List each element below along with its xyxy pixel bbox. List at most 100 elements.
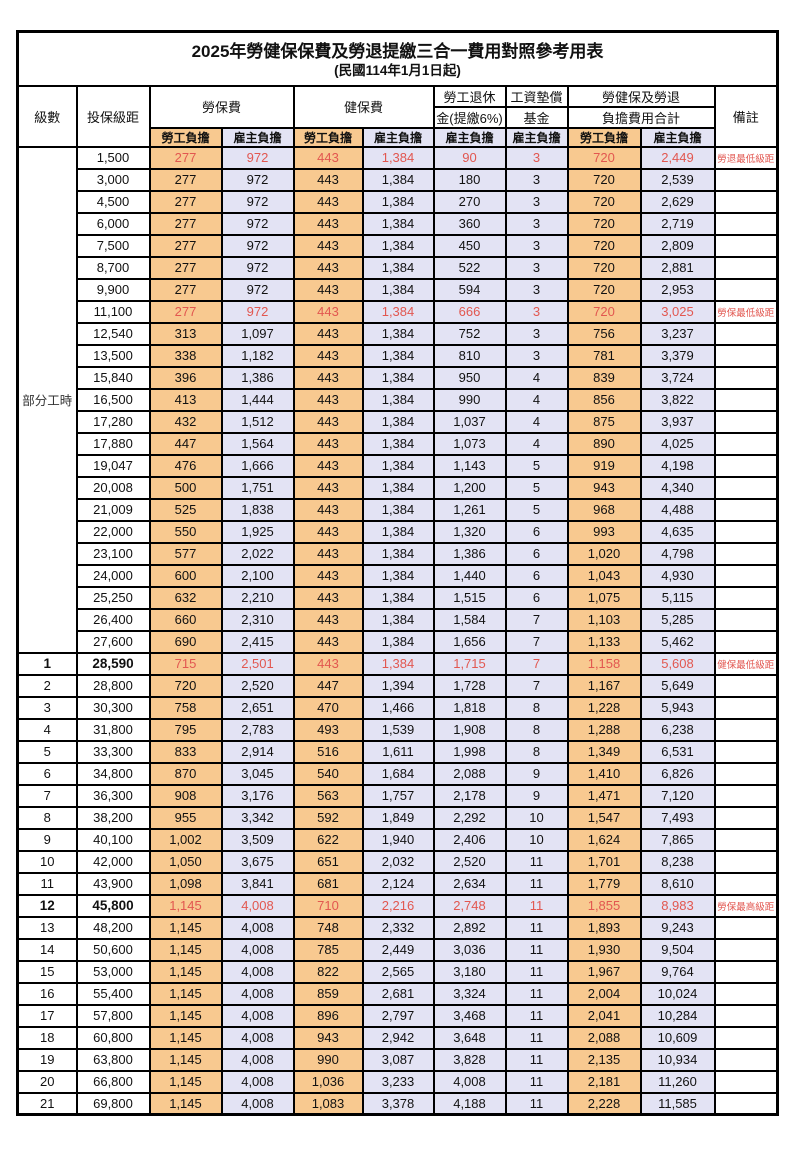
- cell-labor-employee: 396: [148, 365, 223, 390]
- cell-health-employee: 443: [292, 299, 364, 324]
- cell-remark: [713, 541, 779, 566]
- cell-labor-employer: 972: [220, 145, 295, 170]
- cell-bracket: 69,800: [75, 1091, 151, 1116]
- cell-wage-fund-employer: 3: [504, 189, 569, 214]
- cell-health-employer: 1,384: [361, 629, 435, 654]
- cell-total-employee: 943: [566, 475, 642, 500]
- cell-wage-fund-employer: 11: [504, 1047, 569, 1072]
- cell-remark: [713, 211, 779, 236]
- cell-health-employee: 822: [292, 959, 364, 984]
- cell-health-employer: 1,384: [361, 651, 435, 676]
- cell-remark: [713, 277, 779, 302]
- cell-labor-employee: 1,002: [148, 827, 223, 852]
- cell-wage-fund-employer: 11: [504, 849, 569, 874]
- cell-wage-fund-employer: 7: [504, 607, 569, 632]
- cell-wage-fund-employer: 3: [504, 321, 569, 346]
- cell-health-employee: 859: [292, 981, 364, 1006]
- cell-health-employer: 1,384: [361, 475, 435, 500]
- cell-total-employee: 720: [566, 189, 642, 214]
- cell-health-employee: 785: [292, 937, 364, 962]
- cell-pension-employer: 1,440: [432, 563, 507, 588]
- cell-bracket: 19,047: [75, 453, 151, 478]
- title-row: 2025年勞健保保費及勞退提繳三合一費用對照參考用表 (民國114年1月1日起): [16, 30, 779, 87]
- cell-total-employer: 10,934: [639, 1047, 716, 1072]
- cell-bracket: 34,800: [75, 761, 151, 786]
- cell-health-employee: 651: [292, 849, 364, 874]
- cell-bracket: 63,800: [75, 1047, 151, 1072]
- cell-labor-employee: 577: [148, 541, 223, 566]
- cell-pension-employer: 950: [432, 365, 507, 390]
- cell-labor-employer: 4,008: [220, 1025, 295, 1050]
- cell-remark: [713, 1091, 779, 1116]
- cell-labor-employer: 3,675: [220, 849, 295, 874]
- cell-labor-employee: 500: [148, 475, 223, 500]
- cell-total-employee: 720: [566, 277, 642, 302]
- cell-pension-employer: 360: [432, 211, 507, 236]
- cell-total-employee: 856: [566, 387, 642, 412]
- cell-pension-employer: 1,386: [432, 541, 507, 566]
- cell-total-employee: 2,135: [566, 1047, 642, 1072]
- cell-labor-employer: 2,501: [220, 651, 295, 676]
- sub-header-employer: 雇主負擔: [361, 126, 435, 148]
- cell-pension-employer: 594: [432, 277, 507, 302]
- cell-bracket: 12,540: [75, 321, 151, 346]
- cell-total-employee: 1,893: [566, 915, 642, 940]
- table-row: 15 53,000 1,145 4,008 822 2,565 3,180 11 1,967 9,…: [16, 959, 779, 984]
- cell-total-employer: 11,585: [639, 1091, 716, 1116]
- cell-labor-employee: 632: [148, 585, 223, 610]
- table-row: 8,700 277 972 443 1,384 522 3 720 2,881: [18, 255, 779, 280]
- table-row: 22,000 550 1,925 443 1,384 1,320 6 993 4,635: [18, 519, 779, 544]
- cell-labor-employer: 1,444: [220, 387, 295, 412]
- cell-total-employer: 4,798: [639, 541, 716, 566]
- cell-labor-employee: 277: [148, 255, 223, 280]
- cell-total-employer: 3,379: [639, 343, 716, 368]
- cell-total-employee: 919: [566, 453, 642, 478]
- cell-pension-employer: 1,515: [432, 585, 507, 610]
- cell-total-employee: 2,181: [566, 1069, 642, 1094]
- table-row: 13 48,200 1,145 4,008 748 2,332 2,892 11 1,893 9,…: [16, 915, 779, 940]
- table-row: 4,500 277 972 443 1,384 270 3 720 2,629: [18, 189, 779, 214]
- cell-total-employee: 1,075: [566, 585, 642, 610]
- cell-health-employer: 1,539: [361, 717, 435, 742]
- cell-health-employer: 2,942: [361, 1025, 435, 1050]
- cell-health-employee: 540: [292, 761, 364, 786]
- table-row: 21 69,800 1,145 4,008 1,083 3,378 4,188 11 2,228…: [16, 1091, 779, 1116]
- cell-bracket: 43,900: [75, 871, 151, 896]
- cell-bracket: 28,800: [75, 673, 151, 698]
- cell-health-employee: 1,036: [292, 1069, 364, 1094]
- cell-labor-employee: 660: [148, 607, 223, 632]
- cell-labor-employee: 833: [148, 739, 223, 764]
- cell-level: 3: [16, 695, 78, 720]
- cell-health-employer: 1,940: [361, 827, 435, 852]
- cell-health-employer: 3,233: [361, 1069, 435, 1094]
- cell-bracket: 27,600: [75, 629, 151, 654]
- cell-labor-employer: 1,182: [220, 343, 295, 368]
- cell-total-employer: 2,629: [639, 189, 716, 214]
- sub-header-employer: 雇主負擔: [432, 126, 507, 148]
- cell-bracket: 26,400: [75, 607, 151, 632]
- cell-bracket: 38,200: [75, 805, 151, 830]
- cell-total-employer: 2,881: [639, 255, 716, 280]
- cell-pension-employer: 810: [432, 343, 507, 368]
- cell-total-employer: 4,635: [639, 519, 716, 544]
- table-row: 12 45,800 1,145 4,008 710 2,216 2,748 11 1,855 8,…: [16, 893, 779, 918]
- cell-total-employee: 2,041: [566, 1003, 642, 1028]
- cell-level: 15: [16, 959, 78, 984]
- cell-health-employer: 1,384: [361, 519, 435, 544]
- cell-total-employee: 1,624: [566, 827, 642, 852]
- cell-remark: [713, 717, 779, 742]
- cell-health-employee: 443: [292, 651, 364, 676]
- cell-bracket: 60,800: [75, 1025, 151, 1050]
- cell-labor-employee: 277: [148, 167, 223, 192]
- cell-health-employee: 493: [292, 717, 364, 742]
- table-row: 18 60,800 1,145 4,008 943 2,942 3,648 11 2,088 10…: [16, 1025, 779, 1050]
- cell-total-employer: 9,504: [639, 937, 716, 962]
- cell-remark: [713, 695, 779, 720]
- cell-labor-employee: 550: [148, 519, 223, 544]
- cell-total-employer: 8,610: [639, 871, 716, 896]
- cell-remark: [713, 849, 779, 874]
- cell-health-employer: 1,384: [361, 189, 435, 214]
- cell-remark: [713, 805, 779, 830]
- table-row: 17,280 432 1,512 443 1,384 1,037 4 875 3,937: [18, 409, 779, 434]
- table-row: 20,008 500 1,751 443 1,384 1,200 5 943 4,340: [18, 475, 779, 500]
